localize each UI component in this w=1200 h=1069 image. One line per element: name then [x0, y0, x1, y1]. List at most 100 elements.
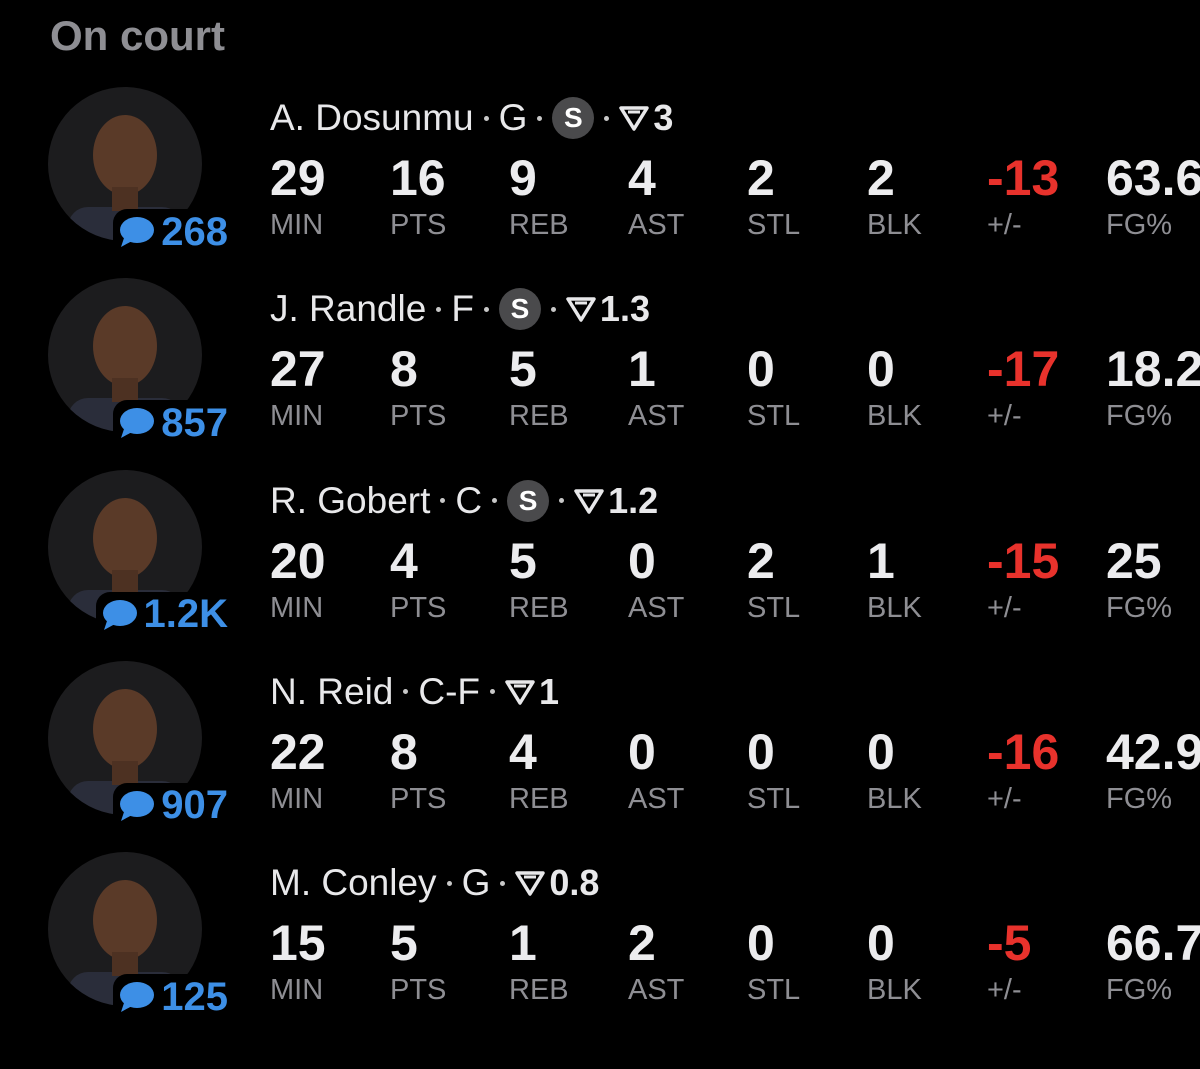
stat-value: 22: [270, 723, 326, 780]
separator: [446, 880, 452, 886]
comment-count[interactable]: 1.2K: [95, 591, 232, 638]
stat-value: -13: [987, 150, 1060, 206]
player-name: A. Dosunmu: [270, 97, 474, 138]
stat-value: 1: [628, 341, 656, 398]
stat-value: 25: [1106, 532, 1162, 589]
player-position: G: [461, 862, 491, 904]
stat-value: 0: [747, 723, 775, 780]
player-row[interactable]: 125 M. Conley G 0.8 15 MIN 5 PTS 1 REB 2 AST 0 STL 0 BL…: [0, 852, 1200, 1042]
rating-value: 1: [539, 670, 560, 712]
stat-value: 16: [390, 150, 446, 206]
rating-value: 3: [653, 97, 674, 138]
rating-value: 1.2: [608, 479, 659, 521]
player-name: N. Reid: [270, 670, 394, 712]
stat-value: 4: [390, 532, 418, 589]
stat-value: 18.2: [1106, 341, 1200, 398]
stat-label: PTS: [390, 400, 447, 433]
stat-value: 5: [390, 915, 418, 972]
player-name: J. Randle: [270, 288, 427, 330]
stat-label: +/-: [987, 974, 1022, 1007]
stat-label: STL: [747, 591, 801, 624]
separator: [440, 498, 446, 504]
separator: [483, 115, 489, 121]
player-position: C: [455, 479, 483, 521]
comment-count[interactable]: 125: [113, 974, 232, 1021]
stat-label: STL: [747, 782, 801, 815]
comment-count[interactable]: 857: [113, 400, 232, 447]
stat-label: AST: [628, 591, 685, 624]
stat-label: STL: [747, 974, 801, 1007]
player-info: M. Conley G 0.8: [270, 861, 599, 905]
stat-value: -15: [987, 532, 1060, 589]
stat-label: BLK: [867, 974, 922, 1007]
separator: [604, 115, 610, 121]
stat-value: 4: [628, 150, 656, 206]
comment-icon: [120, 982, 155, 1013]
comment-value: 1.2K: [143, 592, 229, 637]
player-rating: 1.3: [566, 288, 650, 330]
stat-value: -5: [987, 915, 1032, 972]
stat-value: 2: [747, 150, 775, 206]
separator: [559, 498, 565, 504]
stat-value: 4: [509, 723, 537, 780]
stat-value: -17: [987, 341, 1060, 398]
stat-label: +/-: [987, 591, 1022, 624]
separator: [537, 115, 543, 121]
player-info: J. Randle F S 1.3: [270, 287, 650, 331]
stat-label: MIN: [270, 591, 324, 624]
comment-value: 125: [161, 974, 228, 1019]
stat-label: REB: [509, 209, 569, 241]
stat-label: PTS: [390, 782, 447, 815]
rating-icon: [619, 106, 650, 131]
stat-value: 27: [270, 341, 326, 398]
stat-label: +/-: [987, 782, 1022, 815]
player-row[interactable]: 268 A. Dosunmu G S 3 29 MIN 16 PTS 9 REB 4 AST 2 STL 2 B…: [0, 87, 1200, 277]
stat-value: 0: [747, 915, 775, 972]
stat-label: PTS: [390, 209, 447, 241]
rating-value: 1.3: [599, 288, 650, 330]
stat-label: BLK: [867, 591, 922, 624]
starter-badge: S: [498, 288, 541, 331]
stat-label: MIN: [270, 400, 324, 433]
stat-value: 0: [867, 723, 895, 780]
player-row[interactable]: 907 N. Reid C-F 1 22 MIN 8 PTS 4 REB 0 AST 0 STL 0 BLK -…: [0, 660, 1200, 851]
stat-label: MIN: [270, 209, 324, 241]
stat-label: MIN: [270, 782, 324, 815]
comment-count[interactable]: 268: [113, 209, 232, 255]
comment-count[interactable]: 907: [113, 782, 232, 829]
stat-label: FG%: [1106, 591, 1173, 624]
comment-icon: [120, 408, 155, 439]
stat-label: FG%: [1106, 782, 1173, 815]
stat-label: REB: [509, 400, 569, 433]
stat-value: 0: [628, 723, 656, 780]
stat-label: REB: [509, 782, 569, 815]
rating-icon: [515, 871, 546, 896]
player-row[interactable]: 857 J. Randle F S 1.3 27 MIN 8 PTS 5 REB 1 AST 0 STL 0 B…: [0, 278, 1200, 468]
stat-value: 29: [270, 150, 326, 206]
separator: [436, 306, 442, 312]
stat-label: STL: [747, 400, 801, 433]
stat-value: 1: [867, 532, 895, 589]
stat-value: 2: [747, 532, 775, 589]
stat-label: FG%: [1106, 400, 1173, 433]
comment-value: 268: [161, 209, 228, 254]
player-row[interactable]: 1.2K R. Gobert C S 1.2 20 MIN 4 PTS 5 REB 0 AST 2 STL 1…: [0, 469, 1200, 660]
stat-value: 0: [867, 915, 895, 972]
stat-value: -16: [987, 723, 1060, 780]
player-name: R. Gobert: [270, 479, 431, 521]
player-position: G: [498, 97, 528, 138]
stat-label: AST: [628, 974, 685, 1007]
stat-label: MIN: [270, 974, 324, 1007]
starter-badge: S: [552, 97, 595, 139]
stat-label: AST: [628, 400, 685, 433]
stat-value: 5: [509, 341, 537, 398]
comment-value: 907: [161, 783, 228, 828]
stat-value: 1: [509, 915, 537, 972]
stat-value: 5: [509, 532, 537, 589]
rating-icon: [566, 297, 596, 323]
stat-value: 63.6: [1106, 150, 1200, 206]
comment-icon: [120, 217, 155, 247]
player-rating: 3: [619, 97, 673, 139]
stat-label: FG%: [1106, 209, 1173, 241]
stat-label: +/-: [987, 400, 1022, 433]
